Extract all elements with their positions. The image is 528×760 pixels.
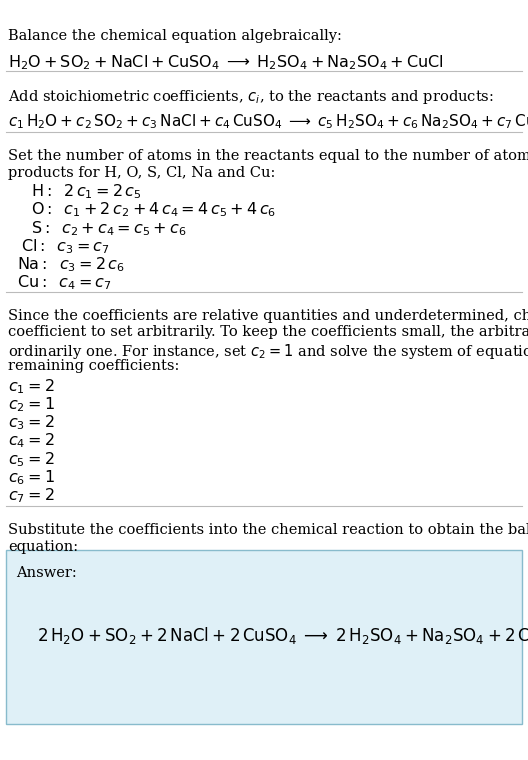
Text: $c_5 = 2$: $c_5 = 2$: [8, 450, 54, 469]
Text: Add stoichiometric coefficients, $c_i$, to the reactants and products:: Add stoichiometric coefficients, $c_i$, …: [8, 88, 494, 106]
Text: $c_1 = 2$: $c_1 = 2$: [8, 377, 54, 396]
Text: $\mathrm{H:}\;\; 2\,c_1 = 2\,c_5$: $\mathrm{H:}\;\; 2\,c_1 = 2\,c_5$: [31, 182, 142, 201]
FancyBboxPatch shape: [6, 550, 522, 724]
Text: $c_3 = 2$: $c_3 = 2$: [8, 413, 54, 432]
Text: $c_7 = 2$: $c_7 = 2$: [8, 486, 54, 505]
Text: coefficient to set arbitrarily. To keep the coefficients small, the arbitrary va: coefficient to set arbitrarily. To keep …: [8, 325, 528, 339]
Text: Since the coefficients are relative quantities and underdetermined, choose a: Since the coefficients are relative quan…: [8, 309, 528, 322]
Text: $\mathrm{O:}\;\; c_1 + 2\,c_2 + 4\,c_4 = 4\,c_5 + 4\,c_6$: $\mathrm{O:}\;\; c_1 + 2\,c_2 + 4\,c_4 =…: [31, 201, 276, 220]
Text: $c_6 = 1$: $c_6 = 1$: [8, 468, 55, 487]
Text: $\mathrm{Cl:}\;\; c_3 = c_7$: $\mathrm{Cl:}\;\; c_3 = c_7$: [21, 237, 110, 256]
Text: remaining coefficients:: remaining coefficients:: [8, 359, 180, 372]
Text: equation:: equation:: [8, 540, 78, 553]
Text: $c_2 = 1$: $c_2 = 1$: [8, 395, 55, 414]
Text: Set the number of atoms in the reactants equal to the number of atoms in the: Set the number of atoms in the reactants…: [8, 149, 528, 163]
Text: Balance the chemical equation algebraically:: Balance the chemical equation algebraica…: [8, 29, 342, 43]
Text: $\mathrm{H_2O + SO_2 + NaCl + CuSO_4 \;\longrightarrow\; H_2SO_4 + Na_2SO_4 + Cu: $\mathrm{H_2O + SO_2 + NaCl + CuSO_4 \;\…: [8, 53, 444, 72]
Text: products for H, O, S, Cl, Na and Cu:: products for H, O, S, Cl, Na and Cu:: [8, 166, 275, 179]
Text: $\mathrm{S:}\;\; c_2 + c_4 = c_5 + c_6$: $\mathrm{S:}\;\; c_2 + c_4 = c_5 + c_6$: [31, 219, 186, 238]
Text: Substitute the coefficients into the chemical reaction to obtain the balanced: Substitute the coefficients into the che…: [8, 523, 528, 537]
Text: $c_4 = 2$: $c_4 = 2$: [8, 432, 54, 451]
Text: Answer:: Answer:: [16, 566, 77, 580]
Text: ordinarily one. For instance, set $c_2 = 1$ and solve the system of equations fo: ordinarily one. For instance, set $c_2 =…: [8, 342, 528, 361]
Text: $c_1\,\mathrm{H_2O} + c_2\,\mathrm{SO_2} + c_3\,\mathrm{NaCl} + c_4\,\mathrm{CuS: $c_1\,\mathrm{H_2O} + c_2\,\mathrm{SO_2}…: [8, 112, 528, 131]
Text: $2\,\mathrm{H_2O} + \mathrm{SO_2} + 2\,\mathrm{NaCl} + 2\,\mathrm{CuSO_4} \;\lon: $2\,\mathrm{H_2O} + \mathrm{SO_2} + 2\,\…: [37, 625, 528, 646]
Text: $\mathrm{Na:}\;\; c_3 = 2\,c_6$: $\mathrm{Na:}\;\; c_3 = 2\,c_6$: [17, 255, 125, 274]
Text: $\mathrm{Cu:}\;\; c_4 = c_7$: $\mathrm{Cu:}\;\; c_4 = c_7$: [17, 274, 112, 293]
